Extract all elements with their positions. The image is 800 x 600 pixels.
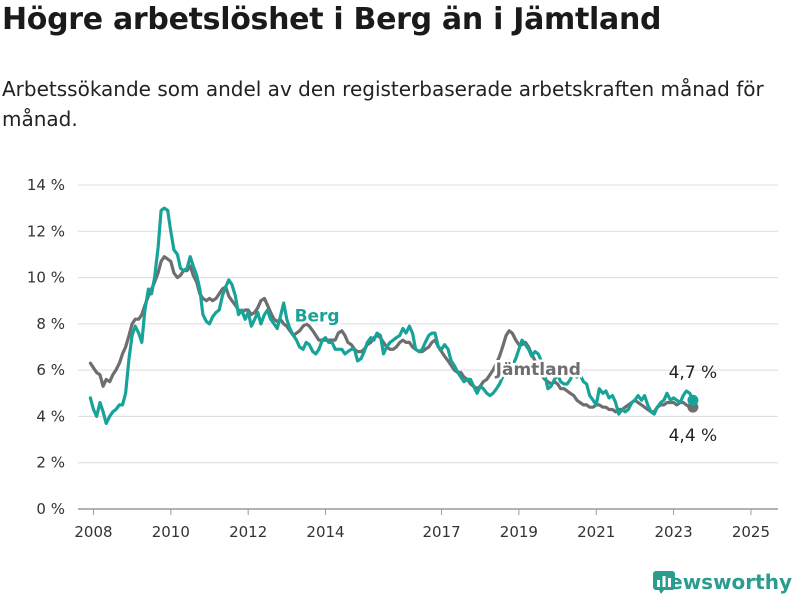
x-tick-label: 2010 [152,523,190,541]
y-tick-label: 8 % [36,315,65,333]
grid-lines [78,184,778,510]
y-tick-label: 4 % [36,407,65,425]
x-tick-label: 2012 [229,523,267,541]
page-subtitle: Arbetssökande som andel av den registerb… [2,77,764,131]
page-title: Högre arbetslöshet i Berg än i Jämtland [2,2,662,37]
x-tick-label: 2017 [422,523,460,541]
x-tick-label: 2014 [306,523,344,541]
x-tick-label: 2023 [654,523,692,541]
x-tick-label: 2008 [74,523,112,541]
y-tick-label: 0 % [36,500,65,518]
end-value-label-jamtland: 4,4 % [669,426,718,446]
x-tick-label: 2021 [577,523,615,541]
series-label-berg: Berg [295,307,340,327]
x-tick-label: 2025 [732,523,770,541]
x-axis: 2008 2010 2012 2014 2017 2019 2021 2023 2025 [74,509,770,541]
x-tick-label: 2019 [500,523,538,541]
series-line-jamtland [88,255,695,414]
labels-layer: Berg Jämtland 4,7 % 4,4 % [292,304,718,446]
end-value-label-berg: 4,7 % [669,363,718,383]
y-tick-label: 14 % [27,176,65,194]
brand-logo-group: Newsworthy [652,570,792,594]
series-layer [88,206,699,425]
y-tick-label: 10 % [27,269,65,287]
y-tick-label: 6 % [36,361,65,379]
y-axis: 0 % 2 % 4 % 6 % 8 % 10 % 12 % 14 % [27,176,65,518]
y-tick-label: 2 % [36,454,65,472]
series-label-jamtland: Jämtland [495,360,581,380]
series-line-berg [88,206,695,425]
newsworthy-logo-icon [653,571,676,594]
y-tick-label: 12 % [27,222,65,240]
series-end-point-berg [687,394,699,406]
brand-name: Newsworthy [652,570,792,594]
